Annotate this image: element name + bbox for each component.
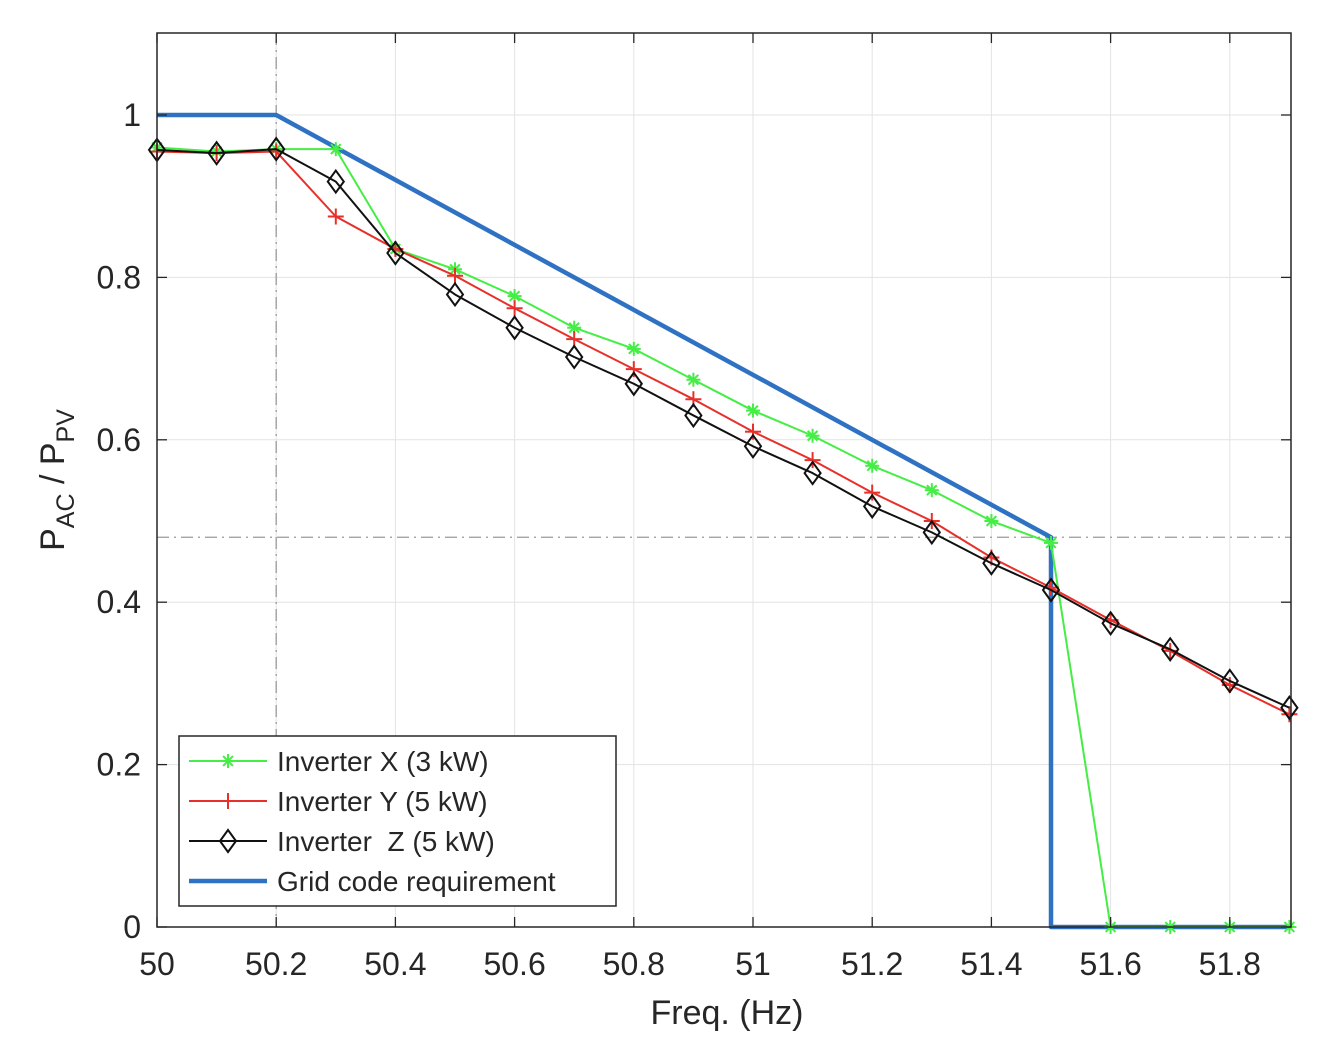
inverter-y-point	[625, 361, 642, 378]
x-tick-label: 50.2	[245, 946, 307, 982]
legend: Inverter X (3 kW) Inverter Y (5 kW) Invert…	[178, 735, 617, 907]
inverter-z-point	[564, 344, 584, 370]
inverter-y-point	[745, 423, 761, 440]
legend-label-inverter-x: Inverter X (3 kW)	[277, 746, 489, 777]
inverter-z-point	[1041, 577, 1061, 603]
x-tick-label: 50	[139, 946, 175, 982]
inverter-z-point	[207, 140, 226, 166]
legend-item-inverter-y: Inverter Y (5 kW)	[189, 786, 488, 817]
inverter-z-point	[982, 550, 1001, 576]
x-tick-label: 50.8	[603, 946, 665, 982]
inverter-z-point	[1280, 695, 1299, 721]
y-label-slash-p: / P	[34, 442, 72, 493]
x-axis-ticks: 50 50.2 50.4 50.6 50.8 51 51.2 51.4 51.6 51.8	[139, 33, 1261, 982]
legend-marker-inverter-x	[221, 754, 235, 768]
inverter-z-point	[505, 315, 524, 341]
inverter-z-point	[386, 240, 405, 266]
x-tick-label: 50.6	[483, 946, 545, 982]
inverter-x-line	[156, 146, 1290, 928]
inverter-y-point	[447, 267, 463, 284]
inverter-x-point	[746, 403, 760, 418]
inverter-x-point	[924, 483, 939, 498]
inverter-z-point	[326, 168, 346, 195]
inverter-y-point	[506, 300, 523, 317]
inverter-z-line	[156, 148, 1290, 709]
legend-marker-inverter-z	[218, 828, 238, 854]
inverter-y-line	[156, 150, 1290, 716]
y-tick-label: 0.8	[97, 259, 141, 295]
legend-label-grid-code: Grid code requirement	[277, 866, 556, 897]
legend-marker-inverter-y	[220, 793, 236, 809]
x-tick-label: 51.6	[1079, 946, 1141, 982]
inverter-z-point	[922, 519, 942, 546]
inverter-x-point	[686, 372, 701, 387]
plot-frame	[156, 32, 1292, 928]
inverter-z-point	[684, 402, 703, 429]
inverter-z-point	[743, 433, 763, 459]
series-layer	[147, 112, 1299, 934]
inverter-z-point	[803, 460, 822, 486]
x-tick-label: 51.4	[960, 946, 1022, 982]
inverter-y-point	[1162, 642, 1179, 659]
x-tick-label: 51	[735, 946, 771, 982]
inverter-z-point	[1220, 668, 1240, 694]
y-tick-label: 0.6	[97, 422, 141, 458]
y-tick-label: 0.2	[97, 747, 141, 783]
inverter-z-point	[445, 281, 465, 308]
legend-items: Inverter X (3 kW) Inverter Y (5 kW) Invert…	[189, 746, 556, 897]
inverter-z-point	[266, 136, 286, 162]
inverter-y-point	[864, 484, 881, 501]
x-axis-label: Freq. (Hz)	[651, 994, 804, 1032]
inverter-x-point	[805, 428, 820, 443]
inverter-z-point	[1160, 636, 1180, 662]
x-tick-label: 50.4	[364, 946, 426, 982]
inverter-x-point	[1044, 535, 1058, 550]
inverter-z-point	[1101, 610, 1120, 637]
legend-item-inverter-z: Inverter Z (5 kW)	[189, 826, 495, 857]
inverter-y-point	[327, 208, 344, 225]
inverter-x-series	[150, 140, 1297, 934]
x-tick-label: 51.2	[841, 946, 903, 982]
inverter-y-point	[804, 452, 821, 469]
inverter-z-point	[862, 493, 882, 520]
x-tick-label: 51.8	[1199, 946, 1261, 982]
y-label-p: P	[34, 528, 72, 551]
inverter-x-point	[626, 341, 641, 356]
inverter-z-point	[624, 371, 644, 397]
legend-label-inverter-y: Inverter Y (5 kW)	[277, 786, 488, 817]
legend-box	[178, 735, 617, 907]
legend-item-grid-code: Grid code requirement	[189, 866, 556, 897]
inverter-x-point	[865, 458, 880, 473]
y-tick-label: 0	[123, 909, 141, 945]
y-label-ac-subscript: AC	[52, 493, 80, 528]
y-label-pv-subscript: PV	[52, 409, 80, 443]
inverter-x-point	[507, 289, 522, 304]
legend-item-inverter-x: Inverter X (3 kW)	[189, 746, 489, 777]
inverter-z-series	[147, 136, 1299, 721]
legend-label-inverter-z: Inverter Z (5 kW)	[277, 826, 495, 857]
inverter-x-point	[984, 514, 999, 528]
y-axis-ticks: 0 0.2 0.4 0.6 0.8 1	[97, 97, 1291, 945]
y-axis-label: PAC / PPV	[34, 409, 80, 551]
y-tick-label: 1	[123, 97, 141, 133]
inverter-x-point	[328, 142, 343, 157]
y-tick-label: 0.4	[97, 584, 141, 620]
